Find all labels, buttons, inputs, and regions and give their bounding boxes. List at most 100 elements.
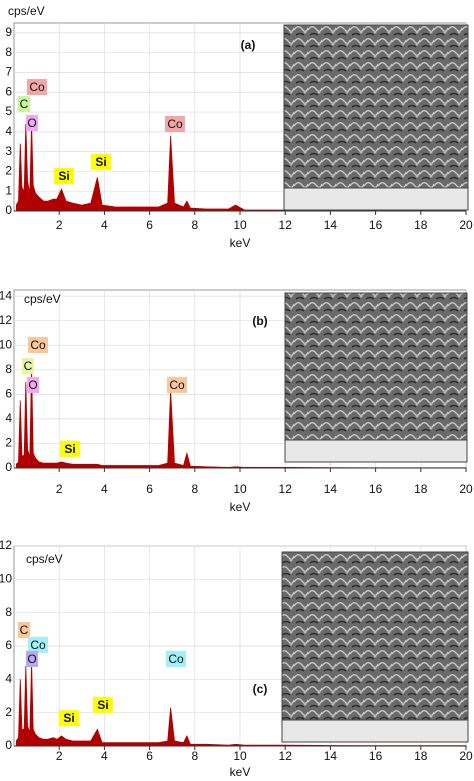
peak-label: C (20, 623, 29, 637)
peak-label: Si (97, 698, 108, 712)
peak-label: Si (58, 169, 69, 183)
x-tick-label: 4 (101, 218, 108, 232)
y-tick-label: 6 (5, 387, 12, 401)
y-tick-label: 3 (5, 144, 12, 158)
peak-label-box (91, 154, 111, 170)
y-tick-label: 10 (0, 572, 12, 586)
peak-label-box (22, 358, 34, 374)
y-tick-label: 4 (5, 411, 12, 425)
y-tick-label: 6 (5, 638, 12, 652)
panel-label: (c) (253, 682, 268, 696)
peak-label: C (24, 359, 33, 373)
x-tick-label: 14 (324, 749, 338, 763)
x-tick-label: 6 (146, 218, 153, 232)
y-tick-label: 10 (0, 337, 12, 351)
peak-label-box (27, 377, 39, 393)
peak-label: O (28, 378, 37, 392)
peak-label-box (18, 96, 30, 112)
peak-label: Si (63, 711, 74, 725)
peak-label-box (18, 622, 30, 638)
peak-label-box (27, 79, 47, 95)
y-tick-label: 12 (0, 538, 12, 552)
y-tick-label: 7 (5, 65, 12, 79)
y-axis-label: cps/eV (24, 292, 61, 306)
y-tick-label: 2 (5, 164, 12, 178)
peak-label: O (27, 652, 36, 666)
peak-label: C (20, 97, 29, 111)
x-tick-label: 12 (279, 482, 293, 496)
peak-label: Si (64, 442, 75, 456)
peak-label-box (93, 697, 113, 713)
x-tick-label: 14 (324, 218, 338, 232)
y-tick-label: 1 (5, 183, 12, 197)
y-tick-label: 8 (5, 45, 12, 59)
y-tick-label: 0 (5, 738, 12, 752)
x-tick-label: 8 (191, 749, 198, 763)
x-tick-label: 16 (369, 749, 383, 763)
peak-label-box (28, 637, 48, 653)
peak-label: Si (95, 155, 106, 169)
sem-info-bar (281, 719, 469, 743)
chart-panel: 0 2 4 6 8 10 12 14 2 4 6 8 10 12 14 16 18 20 cps/eV keV (b) C… (0, 288, 473, 514)
x-tick-label: 16 (369, 218, 383, 232)
y-tick-label: 2 (5, 436, 12, 450)
y-tick-label: 0 (5, 203, 12, 217)
x-tick-label: 16 (369, 482, 383, 496)
peak-label: Co (29, 80, 45, 94)
x-tick-label: 20 (459, 482, 473, 496)
peak-label-box (26, 115, 38, 131)
x-tick-label: 18 (414, 749, 428, 763)
x-tick-label: 20 (459, 218, 473, 232)
peak-label: Co (30, 638, 46, 652)
y-tick-label: 9 (5, 25, 12, 39)
x-tick-label: 12 (279, 749, 293, 763)
peak-label: Co (169, 378, 185, 392)
x-tick-label: 4 (101, 482, 108, 496)
x-tick-label: 2 (56, 218, 63, 232)
x-tick-label: 14 (324, 482, 338, 496)
y-tick-label: 4 (5, 124, 12, 138)
spectrum-area (15, 367, 467, 469)
x-tick-label: 2 (56, 482, 63, 496)
y-tick-label: 2 (5, 705, 12, 719)
peak-label-box (54, 168, 74, 184)
y-tick-label: 12 (0, 313, 12, 327)
panel-label: (a) (241, 38, 256, 52)
y-axis-label: cps/eV (26, 552, 63, 566)
peak-label: O (27, 116, 36, 130)
peak-label-box (167, 377, 187, 393)
x-tick-label: 18 (414, 218, 428, 232)
x-tick-label: 6 (146, 749, 153, 763)
panel-label: (b) (252, 314, 267, 328)
x-axis-label: keV (230, 765, 251, 779)
y-tick-label: 6 (5, 84, 12, 98)
sem-info-bar (283, 187, 469, 211)
peak-label: Co (168, 652, 184, 666)
x-tick-label: 2 (56, 749, 63, 763)
y-tick-label: 4 (5, 672, 12, 686)
spectrum-area (15, 123, 467, 212)
x-tick-label: 12 (279, 218, 293, 232)
y-tick-label: 8 (5, 362, 12, 376)
peak-label-box (59, 710, 79, 726)
peak-label-box (26, 651, 38, 667)
x-tick-label: 10 (233, 218, 247, 232)
x-tick-label: 18 (414, 482, 428, 496)
x-tick-label: 20 (459, 749, 473, 763)
spectrum-area (15, 662, 467, 747)
x-tick-label: 6 (146, 482, 153, 496)
peak-label: Co (30, 338, 46, 352)
peak-label: Co (167, 117, 183, 131)
x-tick-label: 8 (191, 482, 198, 496)
peak-label-box (28, 337, 48, 353)
y-tick-label: 14 (0, 288, 12, 302)
y-tick-label: 8 (5, 605, 12, 619)
sem-image (281, 551, 469, 743)
peak-label-box (166, 651, 186, 667)
y-tick-label: 0 (5, 460, 12, 474)
x-axis-label: keV (230, 236, 251, 250)
x-tick-label: 10 (233, 482, 247, 496)
